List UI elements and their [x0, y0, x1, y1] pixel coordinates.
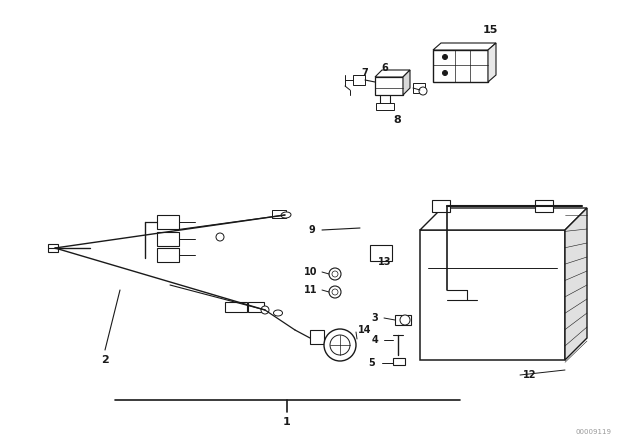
Bar	[310, 330, 324, 344]
Bar	[353, 75, 365, 85]
Circle shape	[400, 315, 410, 325]
Circle shape	[261, 306, 269, 314]
Text: 13: 13	[378, 257, 392, 267]
Bar	[393, 358, 405, 365]
Text: 10: 10	[304, 267, 317, 277]
Text: 4: 4	[372, 335, 378, 345]
Bar	[413, 83, 425, 93]
Bar	[395, 315, 411, 325]
Polygon shape	[420, 208, 587, 230]
Text: 8: 8	[393, 115, 401, 125]
Circle shape	[442, 70, 447, 76]
Polygon shape	[403, 70, 410, 95]
Bar	[375, 77, 403, 95]
Polygon shape	[375, 70, 410, 77]
Text: 12: 12	[524, 370, 537, 380]
Bar	[376, 103, 394, 110]
Text: 1: 1	[283, 417, 291, 427]
Bar	[48, 244, 58, 252]
Bar	[157, 215, 179, 229]
Text: 2: 2	[101, 355, 109, 365]
Bar	[535, 200, 553, 212]
Ellipse shape	[281, 212, 291, 218]
Circle shape	[324, 329, 356, 361]
Bar	[420, 230, 565, 360]
Bar	[432, 200, 450, 212]
Text: 15: 15	[483, 25, 498, 35]
Bar	[225, 302, 247, 312]
Polygon shape	[488, 43, 496, 82]
Text: 7: 7	[362, 68, 369, 78]
Circle shape	[216, 233, 224, 241]
Bar	[157, 248, 179, 262]
Circle shape	[332, 289, 338, 295]
Bar	[272, 210, 286, 218]
Bar	[433, 50, 488, 82]
Circle shape	[329, 286, 341, 298]
Text: 11: 11	[304, 285, 317, 295]
Circle shape	[442, 55, 447, 60]
Ellipse shape	[273, 310, 282, 316]
Bar	[157, 232, 179, 246]
Circle shape	[332, 271, 338, 277]
Text: 5: 5	[369, 358, 376, 368]
Bar	[370, 245, 392, 261]
Circle shape	[329, 268, 341, 280]
Circle shape	[419, 87, 427, 95]
Bar	[248, 302, 264, 312]
Text: 00009119: 00009119	[576, 429, 612, 435]
Polygon shape	[433, 43, 496, 50]
Text: 6: 6	[381, 63, 388, 73]
Polygon shape	[565, 208, 587, 360]
Circle shape	[330, 335, 350, 355]
Text: 3: 3	[372, 313, 378, 323]
Text: 9: 9	[308, 225, 316, 235]
Text: 14: 14	[358, 325, 372, 335]
